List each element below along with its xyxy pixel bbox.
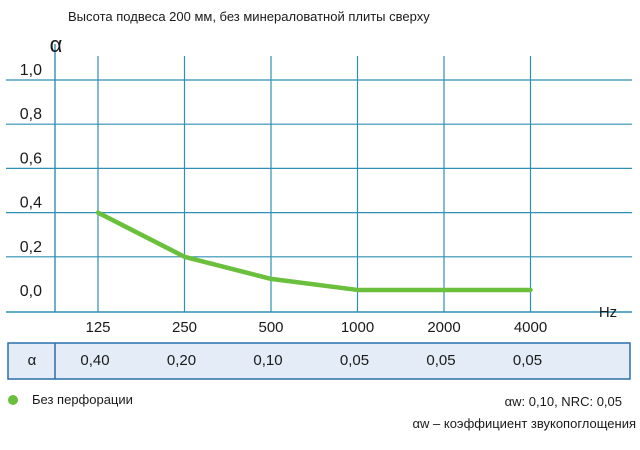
y-tick-label: 0,2 — [20, 239, 42, 256]
axes — [6, 44, 632, 313]
grid-lines — [6, 56, 632, 312]
y-tick-labels: 1,0 0,8 0,6 0,4 0,2 0,0 — [20, 62, 42, 300]
table-value-cell: 0,05 — [512, 352, 543, 369]
table-value-cell: 0,05 — [339, 352, 370, 369]
y-tick-label: 0,0 — [20, 283, 42, 300]
table-box — [7, 342, 631, 380]
x-tick-label: 250 — [172, 319, 197, 336]
table-row-label: α — [27, 352, 37, 369]
legend: Без перфорации — [8, 392, 133, 407]
y-tick-label: 0,4 — [20, 195, 42, 212]
table-value-cell: 0,05 — [426, 352, 456, 369]
chart-title: Высота подвеса 200 мм, без минераловатно… — [68, 9, 430, 24]
table-value-cell: 0,40 — [80, 352, 110, 369]
x-tick-labels: 125 250 500 1000 2000 4000 — [85, 319, 547, 336]
legend-label: Без перфорации — [32, 392, 133, 407]
x-tick-label: 500 — [258, 319, 283, 336]
y-tick-label: 0,8 — [20, 106, 42, 123]
footnote: αw – коэффициент звукопоглощения — [412, 416, 636, 431]
table-value-cell: 0,10 — [253, 352, 283, 369]
summary-values: αw: 0,10, NRC: 0,05 — [504, 394, 622, 409]
values-table-frame — [7, 342, 631, 380]
x-tick-label: 125 — [85, 319, 110, 336]
series-lines — [95, 210, 533, 293]
table-value-cell: 0,20 — [166, 352, 197, 369]
legend-marker-dot — [8, 394, 18, 405]
y-tick-label: 0,6 — [20, 150, 42, 167]
x-axis-unit-label: Hz — [599, 304, 617, 321]
y-axis-label: α — [50, 32, 63, 57]
x-tick-label: 1000 — [341, 319, 374, 336]
y-tick-label: 1,0 — [20, 62, 42, 79]
x-tick-label: 4000 — [514, 319, 547, 336]
series-line — [95, 210, 533, 293]
x-tick-label: 2000 — [427, 319, 460, 336]
